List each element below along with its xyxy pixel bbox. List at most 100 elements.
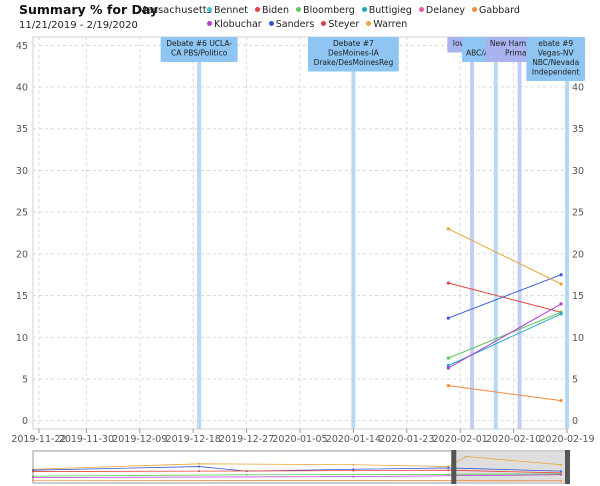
legend-item-gabbard[interactable]: Gabbard: [472, 5, 520, 19]
x-tick-label: 2020-01-05: [272, 434, 327, 445]
y-tick-label-left: 45: [16, 41, 28, 52]
navigator-point-4: [560, 473, 563, 476]
x-tick-label: 2020-02-19: [539, 434, 594, 445]
navigator-point-3: [245, 473, 248, 476]
navigator-selection: [454, 451, 567, 483]
y-tick-label-right: 20: [572, 249, 584, 260]
chart-title: Summary % for Day: [19, 2, 159, 17]
legend: Bennet Biden Bloomberg Buttigieg Delaney Gabb…: [207, 5, 537, 33]
y-tick-label-right: 30: [572, 166, 584, 177]
event-line-2020-02-19: [565, 52, 569, 429]
legend-label-buttigieg: Buttigieg: [368, 5, 412, 16]
date-range-label: 11/21/2019 - 2/19/2020: [19, 20, 138, 31]
data-point-warren: [559, 282, 563, 286]
legend-marker-biden: [254, 7, 260, 12]
y-tick-label-left: 5: [22, 374, 28, 385]
legend-marker-delaney: [418, 7, 424, 12]
x-tick-label: 2019-11-30: [59, 434, 114, 445]
legend-item-bloomberg[interactable]: Bloomberg: [296, 5, 355, 19]
y-tick-label-left: 40: [16, 83, 28, 94]
navigator-point-1: [447, 466, 450, 469]
event-label: Primary: [505, 49, 535, 58]
event-annotation-2019-12-19: Debate #6 UCLA-CA PBS/Politico: [160, 37, 238, 62]
data-point-bloomberg: [446, 356, 450, 360]
legend-item-steyer[interactable]: Steyer: [321, 19, 359, 33]
legend-item-delaney[interactable]: Delaney: [418, 5, 465, 19]
data-point-gabbard: [446, 384, 450, 388]
series-line-biden: [448, 282, 562, 313]
y-tick-label-right: 15: [572, 291, 584, 302]
event-box: [526, 37, 585, 81]
legend-label-bennet: Bennet: [214, 5, 248, 16]
x-tick-label: 2020-01-23: [379, 434, 434, 445]
navigator-point-2: [32, 470, 34, 473]
plot-frame: [32, 36, 568, 430]
x-tick-label: 2019-12-27: [219, 434, 274, 445]
y-tick-label-left: 30: [16, 166, 28, 177]
legend-marker-bennet: [207, 7, 212, 12]
navigator-point-1: [32, 469, 34, 472]
event-line-2020-02-07: [493, 52, 498, 429]
navigator-point-5: [560, 479, 563, 482]
legend-marker-steyer: [321, 21, 327, 26]
data-point-sanders: [446, 316, 450, 320]
y-tick-label-left: 15: [16, 291, 28, 302]
data-point-sanders: [559, 273, 563, 277]
series-line-klobuchar: [448, 303, 562, 369]
series-line-gabbard: [448, 385, 562, 402]
navigator-series-1: [32, 466, 562, 472]
navigator-point-1: [352, 468, 355, 471]
event-label: Drake/DesMoinesReg: [314, 58, 394, 67]
navigator-point-2: [447, 469, 450, 472]
legend-marker-warren: [366, 21, 372, 26]
data-point-gabbard: [559, 399, 563, 403]
data-point-klobuchar: [559, 302, 563, 306]
x-tick-label: 2019-11-22: [11, 434, 66, 445]
series-line-warren: [448, 228, 562, 285]
x-tick-label: 2020-02-01: [433, 434, 488, 445]
data-point-warren: [446, 227, 450, 231]
legend-label-gabbard: Gabbard: [479, 5, 520, 16]
legend-item-klobuchar[interactable]: Klobuchar: [207, 19, 262, 33]
legend-item-warren[interactable]: Warren: [366, 19, 407, 33]
data-point-buttigieg: [559, 312, 563, 316]
legend-item-buttigieg[interactable]: Buttigieg: [361, 5, 412, 19]
event-label: CA PBS/Politico: [171, 49, 228, 58]
event-label: ebate #9: [538, 39, 573, 48]
legend-item-bennet[interactable]: Bennet: [207, 5, 248, 19]
event-line-2019-12-19: [197, 52, 202, 429]
navigator-point-5: [32, 479, 34, 482]
y-tick-label-left: 0: [22, 416, 28, 427]
navigator-point-0: [465, 455, 468, 458]
event-label: NBC/Nevada: [532, 58, 579, 67]
y-tick-label-right: 10: [572, 333, 584, 344]
legend-marker-bloomberg: [296, 7, 302, 12]
data-point-biden: [446, 281, 450, 285]
legend-item-sanders[interactable]: Sanders: [268, 19, 314, 33]
x-tick-label: 2019-12-18: [166, 434, 221, 445]
navigator-handle-right[interactable]: [565, 450, 570, 484]
y-tick-label-right: 40: [572, 83, 584, 94]
event-label: Independent: [532, 68, 580, 77]
legend-marker-buttigieg: [361, 7, 367, 12]
navigator-point-4: [32, 476, 34, 479]
y-tick-label-left: 25: [16, 208, 28, 219]
legend-label-warren: Warren: [373, 19, 408, 30]
navigator-point-0: [560, 463, 563, 466]
data-point-klobuchar: [446, 366, 450, 370]
navigator-point-2: [198, 470, 201, 473]
navigator-handle-left[interactable]: [451, 450, 457, 484]
navigator-point-2: [352, 469, 355, 472]
y-tick-label-left: 20: [16, 249, 28, 260]
navigator-point-0: [352, 463, 355, 466]
event-label: Debate #7: [333, 39, 374, 48]
legend-label-biden: Biden: [261, 5, 290, 16]
navigator-point-0: [198, 462, 201, 465]
event-label: Vegas-NV: [538, 49, 575, 58]
legend-item-biden[interactable]: Biden: [254, 5, 290, 19]
x-tick-label: 2019-12-09: [112, 434, 167, 445]
series-line-buttigieg: [448, 313, 562, 367]
